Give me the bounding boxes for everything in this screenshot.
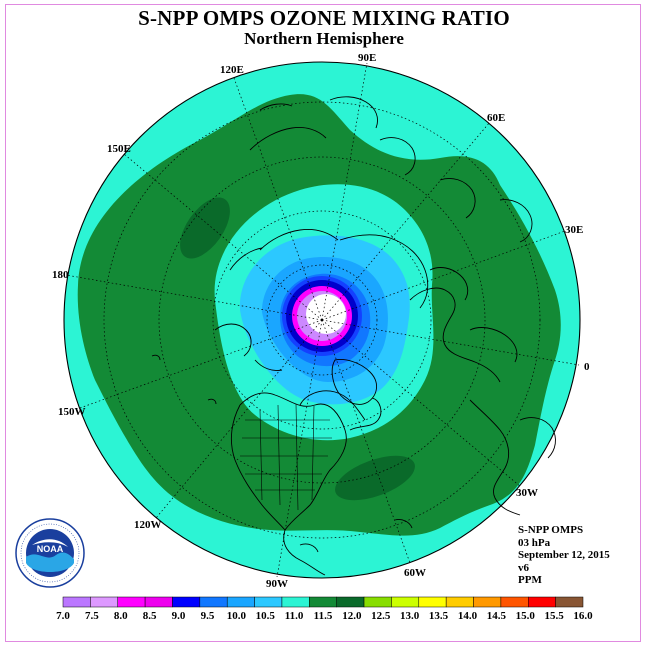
info-line-date: September 12, 2015 xyxy=(518,549,610,561)
colorbar-swatch-11 xyxy=(363,596,392,608)
info-line-unit: PPM xyxy=(518,574,542,586)
colorbar-label-13: 13.5 xyxy=(429,610,449,622)
colorbar-label-6: 10.0 xyxy=(227,610,247,622)
colorbar-label-15: 14.5 xyxy=(487,610,507,622)
page-subtitle: Northern Hemisphere xyxy=(244,29,404,48)
hemisphere-outline xyxy=(63,61,581,579)
colorbar-swatch-0 xyxy=(62,596,91,608)
graticule xyxy=(65,62,580,578)
colorbar-swatch-4 xyxy=(172,596,201,608)
colorbar-label-5: 9.5 xyxy=(201,610,215,622)
noaa-logo-text: NOAA xyxy=(37,544,64,554)
polar-night-gap xyxy=(306,294,346,334)
colorbar-label-0: 7.0 xyxy=(56,610,70,622)
colorbar-swatch-18 xyxy=(555,596,584,608)
colorbar-label-9: 11.5 xyxy=(314,610,333,622)
info-line-version: v6 xyxy=(518,561,529,574)
colorbar-swatch-13 xyxy=(418,596,447,608)
dark-green-patch-atlantic xyxy=(335,455,415,501)
page-title: S-NPP OMPS OZONE MIXING RATIO xyxy=(138,6,510,30)
colorbar-swatch-3 xyxy=(144,596,173,608)
info-line-instrument: S-NPP OMPS xyxy=(518,524,584,536)
colorbar-swatch-1 xyxy=(90,596,118,608)
colorbar-swatch-15 xyxy=(473,596,502,608)
colorbar-swatch-7 xyxy=(254,596,283,608)
lon-label-30w: 30W xyxy=(516,487,538,499)
colorbar-swatch-16 xyxy=(500,596,529,608)
lon-label-180: 180 xyxy=(52,269,69,281)
state-grid xyxy=(240,403,332,511)
colorbar-label-18: 16.0 xyxy=(573,610,593,622)
colorbar-label-10: 12.0 xyxy=(342,610,362,622)
colorbar-swatch-10 xyxy=(336,596,365,608)
longitude-labels: 90E 60E 30E 0 30W 60W 90W 120W 150W 180 … xyxy=(52,52,590,590)
colorbar-label-8: 11.0 xyxy=(285,610,304,622)
colorbar-label-17: 15.5 xyxy=(544,610,564,622)
colorbar-label-2: 8.0 xyxy=(114,610,128,622)
colorbar: 7.0 7.5 8.0 8.5 9.0 9.5 10.0 10.5 11.0 11.5 12.0 12… xyxy=(56,596,593,622)
colorbar-label-12: 13.0 xyxy=(400,610,420,622)
colorbar-swatch-6 xyxy=(226,596,255,608)
lon-label-150w: 150W xyxy=(58,406,86,418)
colorbar-label-1: 7.5 xyxy=(85,610,99,622)
lon-label-150e: 150E xyxy=(107,143,131,155)
info-line-level: 03 hPa xyxy=(518,536,551,549)
lon-label-120e: 120E xyxy=(220,64,244,76)
lon-label-0: 0 xyxy=(584,361,590,373)
colorbar-swatch-12 xyxy=(391,596,420,608)
info-block: S-NPP OMPS 03 hPa September 12, 2015 v6 … xyxy=(518,524,610,587)
lon-label-90w: 90W xyxy=(266,578,288,590)
colorbar-swatch-2 xyxy=(117,596,146,608)
colorbar-swatch-14 xyxy=(445,596,474,608)
lon-label-30e: 30E xyxy=(565,224,583,236)
lon-label-120w: 120W xyxy=(134,519,162,531)
colorbar-swatch-9 xyxy=(309,596,337,608)
colorbar-label-16: 15.0 xyxy=(516,610,536,622)
colorbar-label-4: 9.0 xyxy=(172,610,186,622)
lon-label-60w: 60W xyxy=(404,567,426,579)
colorbar-swatch-17 xyxy=(528,596,556,608)
lon-label-90e: 90E xyxy=(358,52,376,64)
colorbar-label-7: 10.5 xyxy=(256,610,276,622)
colorbar-swatch-5 xyxy=(199,596,228,608)
dark-green-patch-northwest xyxy=(180,197,230,259)
colorbar-label-3: 8.5 xyxy=(143,610,157,622)
colorbar-swatch-8 xyxy=(281,596,310,608)
noaa-logo: NOAA xyxy=(15,518,85,588)
lon-label-60e: 60E xyxy=(487,112,505,124)
colorbar-label-11: 12.5 xyxy=(371,610,391,622)
colorbar-label-14: 14.0 xyxy=(458,610,478,622)
